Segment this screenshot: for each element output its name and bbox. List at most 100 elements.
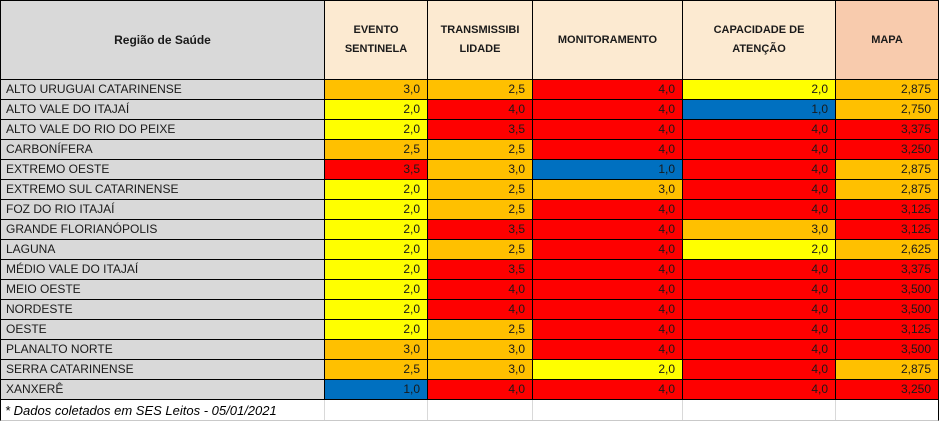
value-cell: 4,0 xyxy=(683,340,836,360)
value-cell: 3,0 xyxy=(428,340,533,360)
value-cell: 3,125 xyxy=(836,320,938,340)
value-cell: 2,0 xyxy=(325,240,428,260)
value-cell: 4,0 xyxy=(533,320,683,340)
table-row: NORDESTE 2,0 4,0 4,0 4,0 3,500 xyxy=(1,300,938,320)
footer-grid-cell xyxy=(325,400,428,420)
value-cell: 3,0 xyxy=(325,80,428,100)
column-header-region: Região de Saúde xyxy=(1,1,325,80)
value-cell: 3,0 xyxy=(325,340,428,360)
value-cell: 4,0 xyxy=(533,340,683,360)
region-cell: EXTREMO OESTE xyxy=(1,160,325,180)
footer-grid-cell xyxy=(683,400,836,420)
value-cell: 2,0 xyxy=(683,80,836,100)
value-cell: 2,5 xyxy=(325,360,428,380)
column-header-evento-sentinela: EVENTO SENTINELA xyxy=(325,1,428,80)
value-cell: 3,0 xyxy=(683,220,836,240)
region-cell: ALTO URUGUAI CATARINENSE xyxy=(1,80,325,100)
table-row: MÉDIO VALE DO ITAJAÍ 2,0 3,5 4,0 4,0 3,375 xyxy=(1,260,938,280)
value-cell: 4,0 xyxy=(533,260,683,280)
value-cell: 2,0 xyxy=(533,360,683,380)
region-cell: NORDESTE xyxy=(1,300,325,320)
value-cell: 4,0 xyxy=(683,380,836,400)
value-cell: 2,875 xyxy=(836,360,938,380)
value-cell: 2,5 xyxy=(428,320,533,340)
table-body: ALTO URUGUAI CATARINENSE 3,0 2,5 4,0 2,0 2,87… xyxy=(1,80,938,400)
value-cell: 1,0 xyxy=(683,100,836,120)
table-row: LAGUNA 2,0 2,5 4,0 2,0 2,625 xyxy=(1,240,938,260)
column-header-monitoramento: MONITORAMENTO xyxy=(533,1,683,80)
region-cell: ALTO VALE DO RIO DO PEIXE xyxy=(1,120,325,140)
value-cell: 4,0 xyxy=(683,140,836,160)
value-cell: 4,0 xyxy=(683,160,836,180)
value-cell: 3,125 xyxy=(836,220,938,240)
column-header-transmissibilidade: TRANSMISSIBILIDADE xyxy=(428,1,533,80)
table-row: MEIO OESTE 2,0 4,0 4,0 4,0 3,500 xyxy=(1,280,938,300)
value-cell: 1,0 xyxy=(325,380,428,400)
value-cell: 2,5 xyxy=(325,140,428,160)
value-cell: 4,0 xyxy=(683,320,836,340)
table-row: ALTO VALE DO ITAJAÍ 2,0 4,0 4,0 1,0 2,750 xyxy=(1,100,938,120)
table-row: OESTE 2,0 2,5 4,0 4,0 3,125 xyxy=(1,320,938,340)
value-cell: 4,0 xyxy=(428,380,533,400)
table-row: GRANDE FLORIANÓPOLIS 2,0 3,5 4,0 3,0 3,125 xyxy=(1,220,938,240)
region-cell: MÉDIO VALE DO ITAJAÍ xyxy=(1,260,325,280)
value-cell: 3,5 xyxy=(428,220,533,240)
value-cell: 3,125 xyxy=(836,200,938,220)
value-cell: 2,5 xyxy=(428,240,533,260)
value-cell: 3,375 xyxy=(836,260,938,280)
value-cell: 3,250 xyxy=(836,140,938,160)
value-cell: 3,500 xyxy=(836,340,938,360)
value-cell: 2,0 xyxy=(325,320,428,340)
value-cell: 2,875 xyxy=(836,80,938,100)
value-cell: 4,0 xyxy=(533,220,683,240)
value-cell: 2,0 xyxy=(683,240,836,260)
value-cell: 4,0 xyxy=(428,280,533,300)
table-row: FOZ DO RIO ITAJAÍ 2,0 2,5 4,0 4,0 3,125 xyxy=(1,200,938,220)
value-cell: 2,5 xyxy=(428,140,533,160)
region-cell: ALTO VALE DO ITAJAÍ xyxy=(1,100,325,120)
column-header-mapa: MAPA xyxy=(836,1,938,80)
table-row: ALTO URUGUAI CATARINENSE 3,0 2,5 4,0 2,0 2,87… xyxy=(1,80,938,100)
value-cell: 4,0 xyxy=(533,140,683,160)
value-cell: 4,0 xyxy=(428,100,533,120)
value-cell: 2,0 xyxy=(325,300,428,320)
value-cell: 4,0 xyxy=(533,240,683,260)
value-cell: 3,5 xyxy=(428,260,533,280)
value-cell: 2,5 xyxy=(428,200,533,220)
value-cell: 4,0 xyxy=(683,120,836,140)
region-cell: LAGUNA xyxy=(1,240,325,260)
region-cell: SERRA CATARINENSE xyxy=(1,360,325,380)
value-cell: 3,250 xyxy=(836,380,938,400)
value-cell: 2,0 xyxy=(325,280,428,300)
table-row: EXTREMO SUL CATARINENSE 2,0 2,5 3,0 4,0 2,875 xyxy=(1,180,938,200)
value-cell: 2,0 xyxy=(325,260,428,280)
value-cell: 3,0 xyxy=(428,160,533,180)
value-cell: 3,5 xyxy=(428,120,533,140)
table-row: XANXERÊ 1,0 4,0 4,0 4,0 3,250 xyxy=(1,380,938,400)
value-cell: 4,0 xyxy=(533,80,683,100)
value-cell: 2,5 xyxy=(428,180,533,200)
value-cell: 4,0 xyxy=(533,280,683,300)
value-cell: 1,0 xyxy=(533,160,683,180)
value-cell: 4,0 xyxy=(683,280,836,300)
value-cell: 2,0 xyxy=(325,200,428,220)
value-cell: 4,0 xyxy=(683,180,836,200)
value-cell: 2,875 xyxy=(836,160,938,180)
value-cell: 2,0 xyxy=(325,100,428,120)
value-cell: 4,0 xyxy=(533,120,683,140)
footer-grid-cell xyxy=(836,400,938,420)
value-cell: 3,0 xyxy=(533,180,683,200)
table-header-row: Região de Saúde EVENTO SENTINELA TRANSMI… xyxy=(1,1,938,80)
value-cell: 4,0 xyxy=(683,200,836,220)
value-cell: 3,500 xyxy=(836,300,938,320)
region-cell: FOZ DO RIO ITAJAÍ xyxy=(1,200,325,220)
value-cell: 2,625 xyxy=(836,240,938,260)
footer-row: * Dados coletados em SES Leitos - 05/01/… xyxy=(1,400,938,420)
value-cell: 4,0 xyxy=(533,380,683,400)
table-row: PLANALTO NORTE 3,0 3,0 4,0 4,0 3,500 xyxy=(1,340,938,360)
table-row: CARBONÍFERA 2,5 2,5 4,0 4,0 3,250 xyxy=(1,140,938,160)
region-cell: PLANALTO NORTE xyxy=(1,340,325,360)
footer-grid-cell xyxy=(428,400,533,420)
value-cell: 2,0 xyxy=(325,120,428,140)
